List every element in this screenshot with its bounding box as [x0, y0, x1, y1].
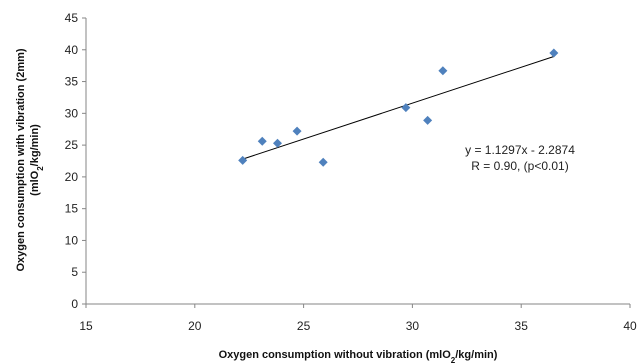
- x-tick-label: 40: [623, 319, 637, 333]
- data-point: [318, 157, 328, 167]
- x-tick-label: 30: [406, 319, 420, 333]
- y-axis-ticks: 0 5 10 15 20 25 30 35 40 45: [65, 11, 86, 311]
- data-point: [257, 136, 267, 146]
- y-tick-label: 5: [71, 265, 78, 279]
- x-axis-title-part-2: /kg/min): [455, 349, 498, 361]
- y-tick-label: 25: [65, 138, 79, 152]
- x-axis-title-part-1: Oxygen consumption without vibration (ml…: [219, 349, 452, 361]
- x-tick-label: 20: [188, 319, 202, 333]
- y-axis-title-line-1: Oxygen consumption with vibration (2mm): [15, 48, 27, 271]
- trendline-equation: y = 1.1297x - 2.2874: [465, 143, 575, 157]
- trendline: [242, 55, 554, 160]
- data-points: [238, 48, 559, 167]
- data-point: [438, 66, 448, 76]
- axes: [85, 18, 630, 305]
- data-point: [272, 138, 282, 148]
- data-point: [238, 155, 248, 165]
- y-axis-title-line-2-part-1: (mlO: [29, 170, 41, 196]
- y-tick-label: 10: [65, 233, 79, 247]
- y-axis-title-line-2-part-2: /kg/min): [29, 124, 41, 167]
- correlation-annotation: R = 0.90, (p<0.01): [471, 159, 568, 173]
- y-axis-title-group: Oxygen consumption with vibration (2mm) …: [15, 48, 45, 271]
- data-point: [401, 103, 411, 113]
- x-tick-label: 15: [79, 319, 93, 333]
- y-tick-label: 20: [65, 170, 79, 184]
- data-point: [292, 126, 302, 136]
- x-tick-label: 35: [515, 319, 529, 333]
- x-axis-ticks: 15 20 25 30 35 40: [79, 304, 637, 333]
- y-axis-title-subscript: 2: [36, 166, 45, 171]
- y-tick-label: 30: [65, 106, 79, 120]
- y-tick-label: 35: [65, 75, 79, 89]
- y-axis-title-line-2: (mlO2/kg/min): [29, 124, 45, 196]
- x-tick-label: 25: [297, 319, 311, 333]
- y-tick-label: 45: [65, 11, 79, 25]
- y-tick-label: 15: [65, 202, 79, 216]
- data-point: [423, 115, 433, 125]
- x-axis-title-subscript: 2: [451, 356, 456, 363]
- y-tick-label: 0: [71, 297, 78, 311]
- trendline-group: [242, 55, 554, 160]
- y-tick-label: 40: [65, 43, 79, 57]
- data-point: [549, 48, 559, 58]
- x-axis-title: Oxygen consumption without vibration (ml…: [219, 349, 498, 363]
